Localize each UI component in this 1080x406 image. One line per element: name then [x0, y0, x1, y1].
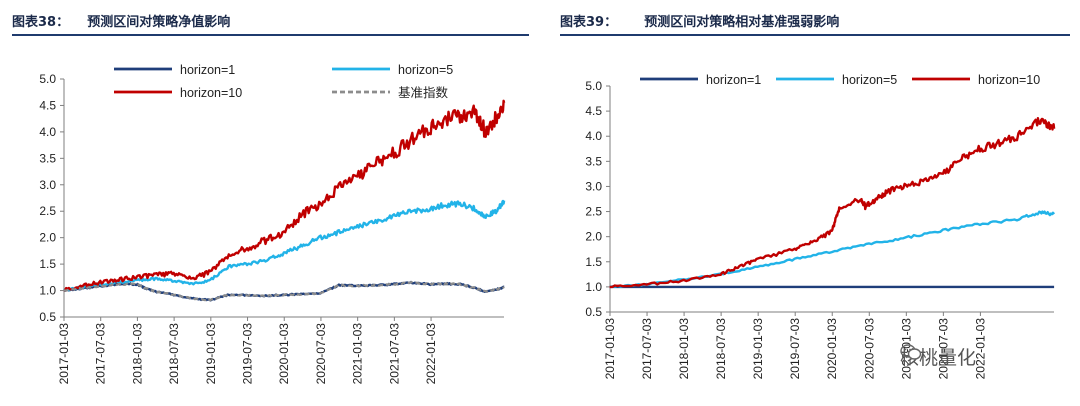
legend-label: 基准指数 [398, 85, 449, 100]
series-line-horizon-5 [63, 199, 506, 292]
legend-label: horizon=10 [180, 86, 242, 100]
series-line-benchmark [63, 281, 505, 302]
y-tick-label: 4.0 [39, 125, 56, 139]
y-tick-label: 3.0 [585, 179, 602, 193]
x-tick-label: 2019-07-03 [788, 318, 802, 380]
x-tick-label: 2017-01-03 [57, 323, 71, 385]
y-tick-label: 2.0 [585, 230, 602, 244]
chart-right: 5.0 4.5 4.0 3.5 3.0 2.5 2.0 1.5 1.0 0.52017-01-03… [585, 73, 1056, 380]
watermark: 核桃量化 [900, 343, 976, 370]
legend-label: horizon=5 [398, 63, 453, 77]
x-tick-label: 2019-07-03 [241, 323, 255, 385]
x-tick-label: 2022-01-03 [424, 323, 438, 385]
x-tick-label: 2017-01-03 [603, 318, 617, 380]
y-tick-label: 3.5 [39, 151, 56, 165]
y-tick-label: 1.0 [39, 284, 56, 298]
x-tick-label: 2021-01-03 [899, 318, 913, 380]
y-tick-label: 4.0 [585, 129, 602, 143]
chart-right-title-text: 预测区间对策略相对基准强弱影响 [644, 15, 840, 30]
chart-right-title-rule [560, 34, 1070, 36]
y-tick-label: 4.5 [585, 104, 602, 118]
x-tick-label: 2018-01-03 [677, 318, 691, 380]
x-tick-label: 2022-01-03 [973, 318, 987, 380]
y-tick-label: 2.5 [585, 205, 602, 219]
y-tick-label: 5.0 [39, 72, 56, 86]
x-tick-label: 2018-07-03 [167, 323, 181, 385]
series-line-horizon-10 [609, 116, 1056, 289]
chart-right-title: 图表39： 预测区间对策略相对基准强弱影响 [560, 11, 839, 30]
series-line-horizon-5 [609, 210, 1056, 289]
y-tick-label: 4.5 [39, 98, 56, 112]
x-tick-label: 2017-07-03 [640, 318, 654, 380]
x-tick-label: 2018-07-03 [714, 318, 728, 380]
chart-left-title-text: 预测区间对策略净值影响 [87, 15, 231, 30]
y-tick-label: 1.5 [585, 255, 602, 269]
y-tick-label: 3.5 [585, 154, 602, 168]
x-tick-label: 2021-01-03 [351, 323, 365, 385]
chart-left-title: 图表38： 预测区间对策略净值影响 [12, 11, 230, 30]
series-line-horizon-10 [63, 99, 506, 292]
y-tick-label: 1.5 [39, 257, 56, 271]
legend-label: horizon=1 [706, 73, 761, 87]
x-tick-label: 2020-07-03 [862, 318, 876, 380]
chart-left-title-label: 图表38： [12, 15, 70, 30]
y-tick-label: 2.5 [39, 204, 56, 218]
x-tick-label: 2021-07-03 [387, 323, 401, 385]
x-tick-label: 2020-07-03 [314, 323, 328, 385]
x-tick-label: 2017-07-03 [94, 323, 108, 385]
y-tick-label: 0.5 [39, 310, 56, 324]
y-tick-label: 1.0 [585, 280, 602, 294]
legend-label: horizon=5 [842, 73, 897, 87]
wechat-icon [900, 344, 922, 360]
x-tick-label: 2019-01-03 [751, 318, 765, 380]
x-tick-label: 2020-01-03 [825, 318, 839, 380]
y-tick-label: 2.0 [39, 231, 56, 245]
y-tick-label: 5.0 [585, 79, 602, 93]
x-tick-label: 2021-07-03 [936, 318, 950, 380]
x-tick-label: 2019-01-03 [204, 323, 218, 385]
x-tick-label: 2020-01-03 [277, 323, 291, 385]
y-tick-label: 0.5 [585, 305, 602, 319]
chart-left: 5.0 4.5 4.0 3.5 3.0 2.5 2.0 1.5 1.0 0.52017-01-03… [39, 63, 506, 385]
y-tick-label: 3.0 [39, 178, 56, 192]
chart-right-title-label: 图表39： [560, 15, 618, 30]
legend-label: horizon=1 [180, 63, 235, 77]
legend-label: horizon=10 [978, 73, 1040, 87]
x-tick-label: 2018-01-03 [130, 323, 144, 385]
chart-left-title-rule [12, 34, 529, 36]
